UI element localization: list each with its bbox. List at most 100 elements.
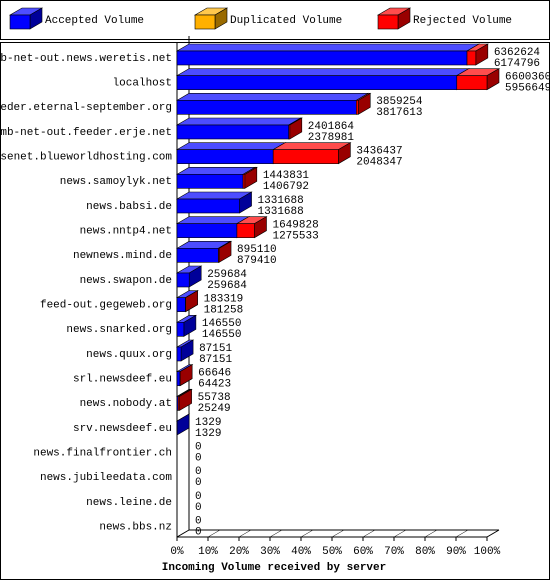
value-label: 1275533 bbox=[272, 231, 318, 243]
x-tick-label: 70% bbox=[384, 546, 404, 558]
total-label: 55738 bbox=[198, 392, 231, 404]
value-label: 2378981 bbox=[308, 132, 355, 144]
x-tick-label: 20% bbox=[229, 546, 249, 558]
x-tick-label: 60% bbox=[353, 546, 373, 558]
bar bbox=[242, 174, 246, 189]
legend-swatch bbox=[194, 14, 216, 30]
category-label: mb-net-out.news.weretis.net bbox=[0, 53, 172, 65]
total-label: 895110 bbox=[237, 244, 277, 256]
bar-top bbox=[175, 167, 257, 175]
bar-top bbox=[175, 93, 370, 101]
bar-top bbox=[175, 191, 253, 200]
category-label: news.finalfrontier.ch bbox=[33, 448, 172, 460]
legend-label: Accepted Volume bbox=[45, 15, 144, 27]
total-label: 3859254 bbox=[376, 96, 423, 108]
x-tick-depth bbox=[207, 529, 221, 538]
value-label: 6174796 bbox=[494, 58, 540, 70]
bar bbox=[176, 248, 219, 263]
bar bbox=[176, 50, 468, 66]
value-label: 879410 bbox=[237, 255, 277, 267]
value-label: 5956649 bbox=[505, 83, 550, 95]
value-label: 1331688 bbox=[258, 206, 304, 218]
x-tick-label: 40% bbox=[291, 546, 311, 558]
legend-box bbox=[0, 0, 550, 40]
x-tick-depth bbox=[424, 529, 438, 538]
category-label: usenet.blueworldhosting.com bbox=[0, 152, 172, 164]
bar bbox=[176, 272, 190, 288]
value-label: 3817613 bbox=[376, 107, 422, 119]
bar-top bbox=[175, 68, 470, 76]
total-label: 6362624 bbox=[494, 47, 541, 59]
category-label: newnews.mind.de bbox=[73, 250, 172, 262]
bar bbox=[176, 297, 186, 312]
value-label: 0 bbox=[195, 527, 202, 539]
x-tick-depth bbox=[331, 529, 345, 538]
total-label: 6600360 bbox=[505, 72, 550, 84]
x-tick-label: 30% bbox=[260, 546, 280, 558]
x-tick-depth bbox=[393, 529, 407, 538]
total-label: 146550 bbox=[202, 318, 242, 330]
value-label: 0 bbox=[195, 502, 202, 514]
category-label: news.leine.de bbox=[86, 497, 172, 509]
total-label: 87151 bbox=[199, 343, 232, 355]
bar bbox=[176, 124, 290, 140]
category-label: news.quux.org bbox=[86, 349, 172, 361]
category-label: srv.newsdeef.eu bbox=[73, 423, 172, 435]
bar bbox=[236, 223, 255, 238]
x-tick-depth bbox=[300, 529, 314, 538]
category-label: news.jubileedata.com bbox=[40, 472, 172, 484]
total-label: 0 bbox=[195, 466, 202, 478]
total-label: 1649828 bbox=[272, 220, 318, 232]
category-label: news.snarked.org bbox=[66, 324, 172, 336]
total-label: 1443831 bbox=[263, 170, 310, 182]
total-label: 0 bbox=[195, 491, 202, 503]
total-label: 3436437 bbox=[356, 146, 402, 158]
category-label: news.bbs.nz bbox=[99, 522, 172, 534]
bar bbox=[288, 124, 291, 140]
bar bbox=[272, 149, 339, 164]
value-label: 64423 bbox=[198, 379, 231, 391]
total-label: 259684 bbox=[207, 269, 247, 281]
bar bbox=[218, 248, 220, 263]
category-label: news.babsi.de bbox=[86, 201, 172, 213]
bar-top bbox=[175, 117, 302, 126]
value-label: 2048347 bbox=[356, 157, 402, 169]
bar bbox=[176, 75, 458, 90]
x-tick-label: 90% bbox=[446, 546, 466, 558]
x-axis-title: Incoming Volume received by server bbox=[162, 562, 386, 574]
x-tick-depth bbox=[269, 529, 283, 538]
x-tick-depth bbox=[455, 529, 469, 538]
value-label: 0 bbox=[195, 477, 202, 489]
bar bbox=[176, 223, 238, 238]
value-label: 25249 bbox=[198, 403, 231, 415]
value-label: 1329 bbox=[195, 428, 221, 440]
x-tick-label: 10% bbox=[198, 546, 218, 558]
value-label: 259684 bbox=[207, 280, 247, 292]
x-tick-label: 50% bbox=[322, 546, 342, 558]
total-label: 2401864 bbox=[308, 121, 355, 133]
category-label: srl.newsdeef.eu bbox=[73, 374, 172, 386]
bar bbox=[176, 149, 274, 164]
x-tick-depth bbox=[362, 529, 376, 538]
total-label: 1329 bbox=[195, 417, 221, 429]
x-tick-depth bbox=[486, 529, 500, 538]
category-label: news.swapon.de bbox=[80, 275, 172, 287]
total-label: 183319 bbox=[204, 294, 244, 306]
value-label: 87151 bbox=[199, 354, 232, 366]
category-label: localhost bbox=[113, 78, 172, 90]
category-label: news.nntp4.net bbox=[80, 226, 172, 238]
category-label: news.nobody.at bbox=[80, 398, 172, 410]
bar-top bbox=[175, 142, 287, 150]
bar bbox=[176, 322, 185, 337]
bar bbox=[356, 100, 359, 115]
bar-top bbox=[175, 43, 481, 52]
bar bbox=[176, 371, 181, 386]
category-label: news.samoylyk.net bbox=[60, 176, 172, 188]
bar bbox=[177, 396, 180, 411]
category-label: mb-net-out.feeder.erje.net bbox=[0, 127, 172, 139]
x-tick-label: 0% bbox=[170, 546, 184, 558]
category-label: feeder.eternal-september.org bbox=[0, 102, 172, 114]
value-label: 1406792 bbox=[263, 181, 309, 193]
total-label: 1331688 bbox=[258, 195, 304, 207]
